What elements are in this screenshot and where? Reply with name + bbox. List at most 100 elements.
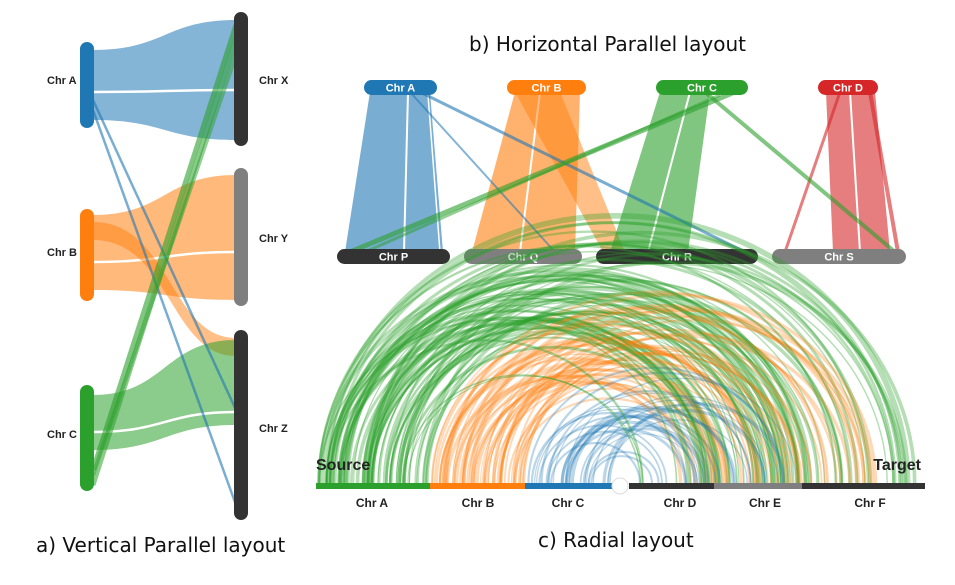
- arc-green: [416, 326, 760, 485]
- arc-orange: [493, 382, 715, 485]
- arc-green: [425, 291, 843, 485]
- arc-orange: [481, 332, 812, 485]
- link-a-q: [409, 91, 556, 253]
- arc-green: [340, 277, 789, 485]
- chr-bar-top-d: [818, 80, 878, 95]
- arc-green: [371, 239, 903, 485]
- arc-orange: [487, 359, 758, 485]
- arc-green: [325, 308, 706, 485]
- arc-orange: [441, 306, 828, 485]
- arc-blue: [545, 415, 696, 485]
- arc-orange: [517, 334, 842, 485]
- arc-green: [366, 240, 896, 485]
- label-bottom-chr-s: Chr S: [824, 252, 853, 264]
- label-chr-x: Chr X: [259, 75, 289, 87]
- label-top-chr-d: Chr D: [833, 83, 863, 95]
- label-chr-c: Chr C: [47, 429, 77, 441]
- ribbon-b-y: [93, 175, 236, 300]
- arc-green: [366, 321, 721, 485]
- arc-orange: [469, 304, 861, 485]
- arc-green: [329, 221, 902, 485]
- arc-orange: [473, 373, 713, 485]
- arc-blue: [582, 427, 706, 485]
- arc-orange: [499, 328, 838, 485]
- label-top-chr-a: Chr A: [386, 83, 416, 95]
- arc-blue: [538, 424, 668, 485]
- arc-blue: [527, 366, 783, 485]
- arc-green: [325, 221, 897, 485]
- arc-green-overlay: [377, 298, 782, 485]
- ribbon-d-s-gap: [849, 91, 861, 253]
- arc-orange: [484, 381, 708, 485]
- arc-orange: [441, 337, 760, 485]
- arc-blue: [535, 408, 700, 485]
- vertical-ribbons: [90, 20, 239, 506]
- ribbon-c-z-gap: [92, 410, 237, 434]
- ribbon-a-p-gap: [403, 91, 409, 253]
- arc-orange: [512, 319, 871, 485]
- ribbon-c-r: [610, 92, 710, 252]
- arc-blue: [546, 430, 663, 485]
- chr-bar-top-a: [364, 80, 437, 95]
- arc-green: [364, 319, 722, 485]
- arc-orange: [491, 308, 874, 485]
- arc-green: [341, 288, 768, 485]
- arc-green: [398, 279, 844, 485]
- arc-orange: [480, 362, 744, 485]
- arc-green: [332, 297, 738, 485]
- arc-green: [366, 230, 917, 485]
- arc-green-overlay: [325, 297, 731, 485]
- arc-green: [395, 278, 843, 485]
- arc-orange: [461, 380, 687, 485]
- arc-green: [328, 263, 808, 485]
- arc-green-overlay: [388, 336, 710, 485]
- arc-green-overlay: [325, 291, 745, 485]
- arc-green: [361, 298, 765, 485]
- arc-green: [401, 310, 780, 485]
- arc-blue: [565, 377, 797, 485]
- arc-green-overlay: [369, 327, 711, 485]
- arc-green-overlay: [338, 322, 690, 485]
- label-chr-y: Chr Y: [259, 233, 289, 245]
- arc-orange: [500, 315, 867, 485]
- radial-seg-f: [802, 483, 925, 489]
- chr-bar-bottom-p: [337, 249, 450, 264]
- chr-bar-bottom-r: [596, 249, 758, 264]
- arc-green-overlay: [395, 311, 772, 485]
- arc-green-overlay: [344, 271, 808, 485]
- radial-label-chr-f: Chr F: [854, 496, 885, 510]
- arc-green-overlay: [325, 294, 740, 485]
- arc-orange: [487, 345, 789, 485]
- radial-source-label: Source: [316, 457, 370, 474]
- arc-blue: [602, 408, 766, 485]
- arc-orange: [445, 290, 866, 485]
- arc-green: [343, 243, 866, 485]
- arc-green: [365, 290, 786, 485]
- arc-green: [397, 309, 777, 485]
- vertical-parallel-panel: Chr A Chr B Chr C Chr X Chr Y Chr Z: [47, 12, 289, 520]
- arc-green: [345, 241, 872, 485]
- arc-green: [370, 286, 800, 485]
- label-chr-a: Chr A: [47, 75, 77, 87]
- ribbon-a-p: [345, 92, 443, 252]
- arc-orange: [522, 350, 813, 485]
- arc-blue: [584, 399, 768, 485]
- arc-blue: [568, 413, 721, 485]
- arc-blue: [550, 442, 642, 485]
- chr-bar-x: [234, 12, 248, 146]
- arc-orange: [499, 351, 787, 485]
- arc-green: [382, 296, 791, 485]
- ribbon-c-z: [93, 340, 236, 450]
- arc-green: [355, 316, 719, 485]
- arc-orange: [443, 339, 758, 485]
- arc-green: [367, 317, 730, 485]
- arc-green-overlay: [407, 375, 644, 485]
- arc-orange: [514, 352, 801, 485]
- arc-orange: [451, 343, 759, 485]
- arc-green: [389, 332, 719, 485]
- arc-green-overlay: [384, 312, 758, 485]
- arc-green-overlay: [404, 293, 820, 485]
- arc-green: [362, 277, 813, 485]
- arc-orange: [435, 336, 756, 485]
